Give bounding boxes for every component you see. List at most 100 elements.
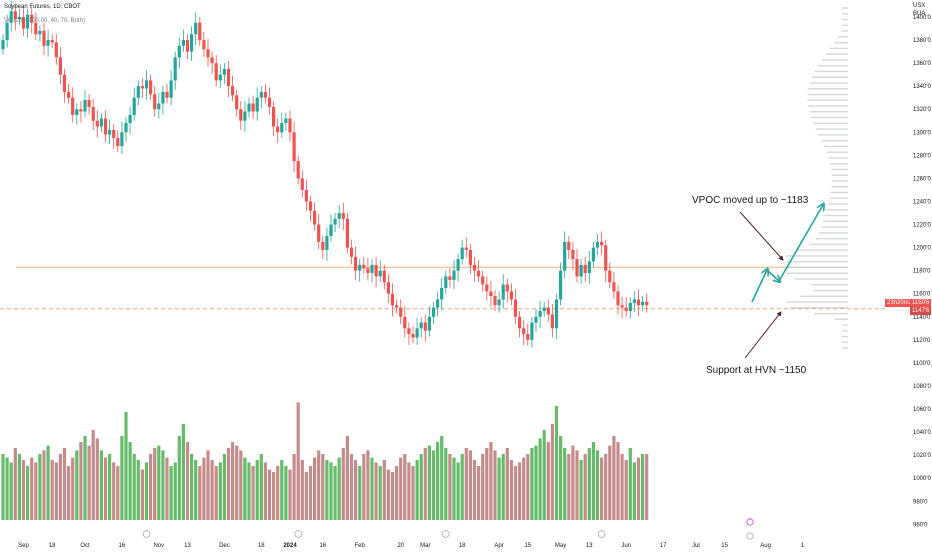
volume-bar [366,450,370,520]
candle-body [321,241,325,250]
volume-profile-bar [808,88,848,90]
y-tick-label: 1160'0 [913,292,931,298]
candle-body [436,299,440,308]
candle-body [140,86,144,89]
volume-bar [636,457,641,520]
volume-bar [501,454,505,520]
candle-body [390,293,395,306]
volume-bar [374,462,378,520]
candle-body [226,68,231,87]
volume-bar [42,450,46,520]
volume-bar [513,466,518,520]
x-tick-label: May [555,543,566,549]
candle-body [313,210,317,225]
volume-profile-bar [797,249,848,251]
volume-profile-bar [842,330,848,332]
volume-bar [144,462,149,520]
candle-body [185,40,190,52]
candle-body [423,322,427,331]
candle-body [91,106,95,121]
red-price-tag: 1147'6 [910,307,932,315]
volume-bar [370,457,374,520]
volume-bar [526,454,530,520]
candle-body [177,45,181,58]
volume-bar [38,454,42,520]
candle-body [103,118,108,135]
volume-bar [431,450,436,520]
candle-body [567,241,571,250]
candle-body [595,241,600,248]
volume-profile-bar [826,151,848,153]
candle-body [173,57,177,81]
volume-bar [46,445,50,520]
event-marker-icon [142,530,151,538]
x-tick-label: 15 [524,543,531,549]
volume-profile-bar [822,220,848,223]
volume-profile-bar [799,295,848,297]
candle-body [136,86,140,98]
y-tick-label: 1120'0 [913,338,931,344]
candle-body [120,132,124,147]
candle-body [304,189,308,202]
candle-body [341,213,345,219]
candle-body [169,80,173,98]
candle-body [308,201,313,211]
projection-arrow-up-2 [778,205,823,282]
projection-arrow-down [766,269,779,281]
volume-profile-bar [790,307,848,309]
volume-bar [280,460,284,520]
volume-bar [149,454,153,520]
volume-bar [284,466,288,520]
candle-body [632,299,636,303]
volume-profile-bar [825,53,848,55]
y-tick-label: 1380'0 [913,38,931,44]
y-tick-label: 1020'0 [913,453,931,459]
volume-bar [440,436,444,520]
volume-profile-bar [827,203,848,205]
x-tick-label: Oct [80,543,90,549]
candle-body [485,284,489,292]
candle-body [259,91,263,98]
volume-bar [194,460,198,520]
volume-profile-bar [842,18,848,21]
volume-bar [243,457,247,520]
candle-body [534,316,538,323]
volume-bar [83,436,87,520]
candle-body [587,261,591,273]
volume-profile-bar [809,243,848,246]
y-tick-label: 1180'0 [913,269,931,275]
candle-body [79,109,83,112]
volume-profile-bar [814,312,848,315]
volume-bar [13,448,17,520]
volume-bar [538,438,542,520]
candle-body [472,264,477,271]
volume-bar [546,442,550,520]
candle-body [284,118,288,124]
candle-body [267,97,272,107]
volume-profile-bar [842,324,848,326]
volume-bar [169,466,173,520]
y-tick-label: 1100'0 [913,361,931,367]
candle-body [337,213,341,219]
candle-body [222,68,226,75]
volume-bar [349,454,354,520]
volume-profile-bar [834,41,848,44]
volume-bar [419,454,423,520]
candle-body [5,22,9,41]
volume-bar [534,445,538,520]
volume-profile-bar [831,174,848,176]
vpoc-pointer-arrow [739,211,784,261]
volume-bar [337,457,341,520]
volume-bar [362,454,366,520]
volume-profile-bar [820,226,848,228]
x-tick-label: 13 [184,543,191,549]
volume-bar [1,454,5,520]
candle-body [349,247,354,257]
candle-body [17,17,21,20]
candle-body [522,328,526,335]
volume-bar [624,460,628,520]
volume-bar [317,450,321,520]
volume-bar [255,460,259,520]
x-tick-label: Jun [621,543,631,549]
